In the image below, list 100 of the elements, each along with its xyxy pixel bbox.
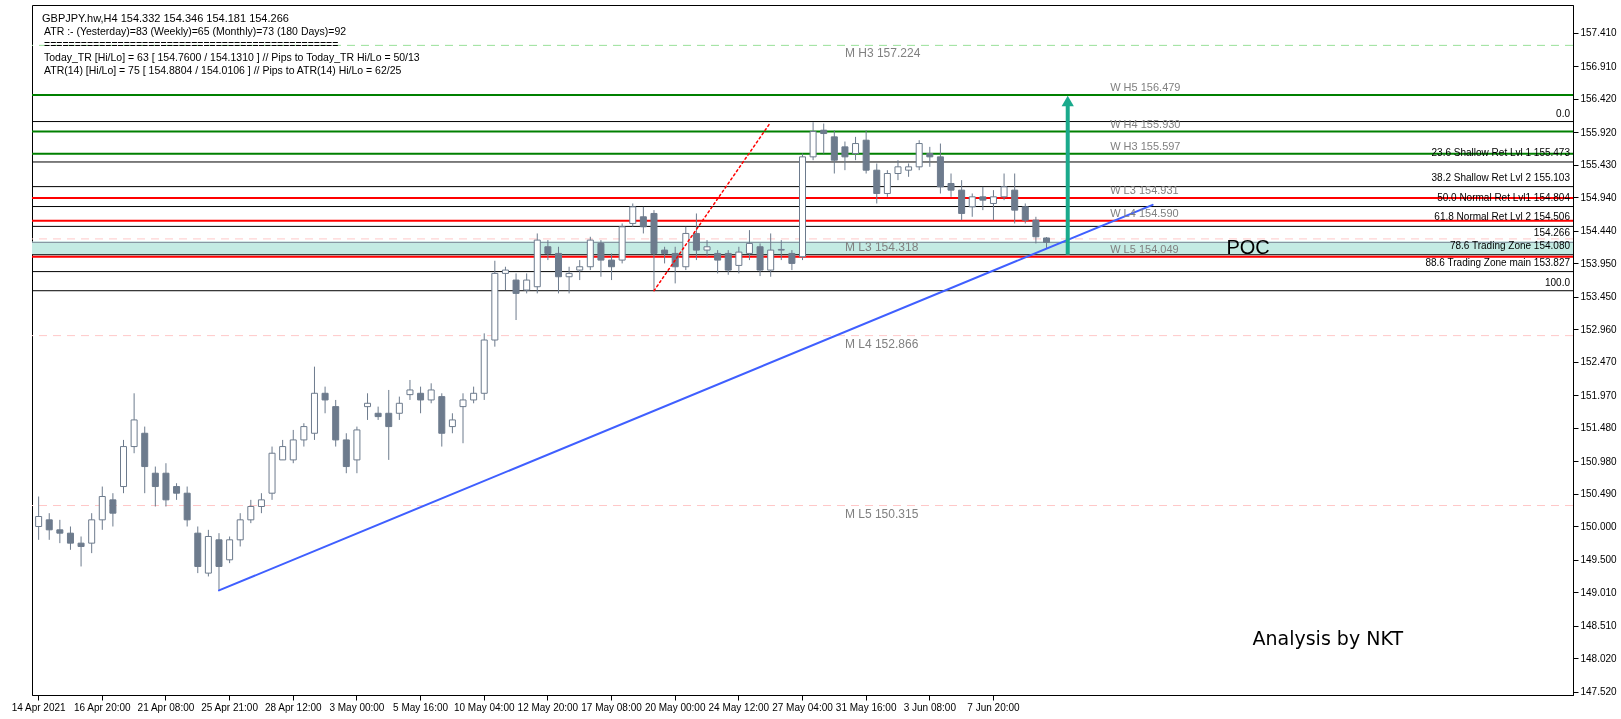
- y-tick-label: 152.470: [1580, 356, 1618, 368]
- ref-line-label: W L3 154.931: [1110, 184, 1179, 197]
- candlestick: [554, 246, 562, 294]
- annotation: Today_TR [Hi/Lo] = 63 [ 154.7600 / 154.1310 ] // Pips to Today_TR Hi/Lo = 50/13: [44, 51, 420, 63]
- x-tick-label: 10 May 04:00: [453, 701, 515, 713]
- y-tick-label: 149.010: [1580, 586, 1618, 598]
- candlestick: [512, 272, 520, 321]
- x-tick-label: 27 May 04:00: [772, 701, 834, 713]
- candlestick: [98, 486, 106, 531]
- candlestick: [448, 412, 456, 434]
- candlestick: [1021, 202, 1029, 224]
- x-tick-label: 21 Apr 08:00: [137, 701, 195, 713]
- candlestick: [565, 266, 573, 294]
- candlestick: [66, 526, 74, 551]
- candlestick: [852, 136, 860, 161]
- ref-line-label: M L5 150.315: [844, 506, 919, 521]
- x-tick-label: 17 May 08:00: [581, 701, 643, 713]
- candlestick: [364, 392, 372, 421]
- ref-line-label: 61.8 Normal Ret Lvl 2 154.506: [1434, 211, 1571, 223]
- candlestick: [745, 229, 753, 261]
- x-tick-label: 28 Apr 12:00: [264, 701, 323, 713]
- candlestick: [608, 252, 616, 281]
- ref-line-label: 78.6 Trading Zone 154.080: [1449, 239, 1571, 251]
- text: GBPJPY.hw,H4 154.332 154.346 154.181 154.266: [42, 12, 289, 24]
- annotation: ATR(14) [Hi/Lo] = 75 [ 154.8804 / 154.0106 ] // Pips to ATR(14) Hi/Lo = 62/25: [44, 64, 402, 76]
- x-tick-label: 12 May 20:00: [517, 701, 579, 713]
- candlestick: [406, 379, 414, 401]
- candlestick: [958, 179, 966, 221]
- candlestick: [926, 146, 934, 168]
- candlestick: [883, 169, 891, 198]
- candlestick: [979, 186, 987, 211]
- candlestick: [767, 232, 775, 278]
- candlestick: [968, 192, 976, 218]
- candlestick: [77, 535, 85, 567]
- candlestick: [1000, 173, 1008, 201]
- annotation: ================================================: [44, 38, 339, 50]
- candlestick: [459, 392, 467, 444]
- y-tick-label: 152.960: [1580, 323, 1618, 335]
- candlestick: [279, 439, 287, 461]
- y-tick-label: 150.000: [1580, 521, 1618, 532]
- candlestick: [109, 492, 117, 527]
- y-tick-label: 156.420: [1580, 93, 1618, 105]
- y-tick-label: 148.510: [1580, 620, 1618, 632]
- x-tick-label: 24 May 12:00: [708, 701, 770, 713]
- candlestick: [1011, 173, 1019, 224]
- x-tick-label: 7 Jun 20:00: [967, 701, 1021, 713]
- candlestick: [501, 266, 509, 291]
- candlestick: [427, 382, 435, 404]
- y-tick-label: 151.480: [1580, 422, 1618, 434]
- y-tick-label: 150.980: [1580, 455, 1618, 467]
- candlestick: [300, 422, 308, 448]
- x-tick-label: 14 Apr 2021: [11, 701, 67, 713]
- candlestick: [236, 512, 244, 547]
- band-label: POC: [1226, 236, 1270, 259]
- candlestick: [247, 499, 255, 524]
- candlestick: [1032, 216, 1040, 244]
- candlestick: [289, 429, 297, 464]
- y-tick-label: 153.450: [1580, 291, 1618, 303]
- candlestick: [523, 272, 531, 294]
- candlestick: [756, 242, 764, 277]
- y-tick-label: 155.430: [1580, 159, 1618, 171]
- annotation: ATR :- (Yesterday)=83 (Weekly)=65 (Monthly)=73 (180 Days)=92: [44, 25, 347, 37]
- candlestick: [597, 239, 605, 278]
- candlestick: [35, 496, 43, 541]
- candlestick: [544, 239, 552, 261]
- candlestick: [321, 386, 329, 414]
- candlestick: [417, 386, 425, 414]
- ref-line-label: 154.266: [1533, 227, 1571, 239]
- candlestick: [724, 249, 732, 276]
- candlestick: [576, 259, 584, 281]
- ref-line-label: 38.2 Shallow Ret Lvl 2 155.103: [1431, 171, 1571, 183]
- candlestick: [374, 406, 382, 421]
- y-tick-label: 154.940: [1580, 191, 1618, 203]
- annotation: 100.0: [1544, 276, 1571, 288]
- candlestick: [629, 202, 637, 228]
- x-tick-label: 31 May 16:00: [835, 701, 897, 713]
- y-tick-label: 154.440: [1580, 225, 1618, 237]
- candlestick: [45, 512, 53, 541]
- candlestick: [151, 466, 159, 508]
- candlestick: [692, 212, 700, 261]
- y-tick-label: 147.520: [1580, 686, 1618, 698]
- annotation: 0.0: [1556, 107, 1571, 119]
- candlestick: [714, 249, 722, 274]
- ref-line-label: M L4 152.866: [844, 336, 919, 351]
- annotation: Analysis by NKT: [1252, 627, 1404, 649]
- candlestick: [385, 389, 393, 461]
- candlestick: [395, 396, 403, 421]
- ref-line-label: W L5 154.049: [1110, 242, 1179, 255]
- x-tick-label: 3 Jun 08:00: [903, 701, 957, 713]
- candlestick: [915, 139, 923, 171]
- y-tick-label: 148.020: [1580, 652, 1618, 664]
- y-tick-label: 153.950: [1580, 257, 1618, 269]
- candlestick: [788, 249, 796, 271]
- candlestick: [735, 246, 743, 274]
- x-tick-label: 20 May 00:00: [644, 701, 706, 713]
- candlestick: [894, 159, 902, 181]
- y-tick-label: 149.500: [1580, 554, 1618, 566]
- candlestick: [947, 173, 955, 198]
- candlestick: [639, 206, 647, 234]
- candlestick: [257, 492, 265, 514]
